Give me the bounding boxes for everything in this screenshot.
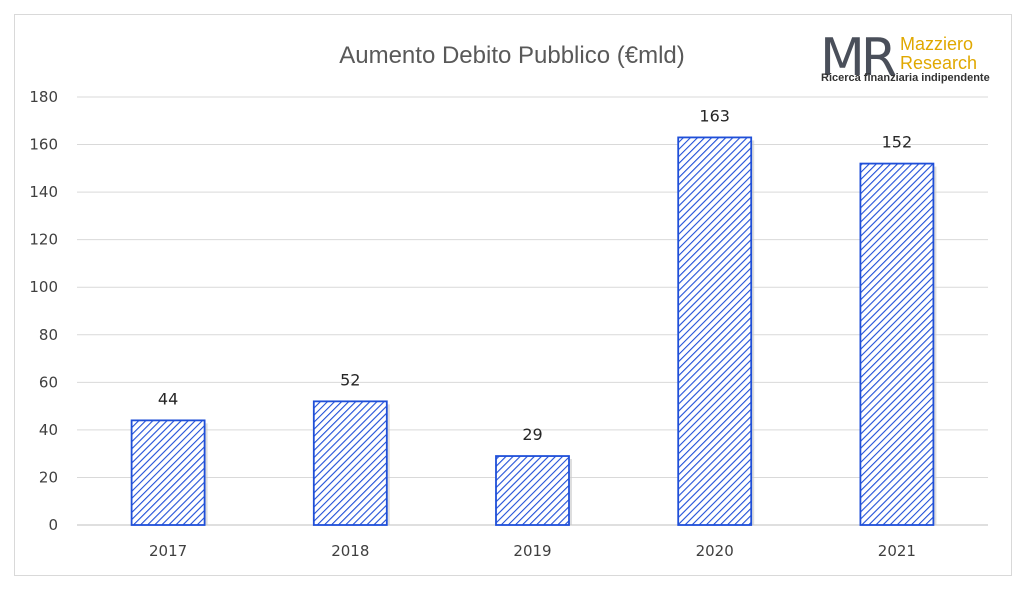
y-tick-label: 0 (48, 516, 58, 534)
x-axis: 2017 2018 2019 2020 2021 (149, 542, 916, 560)
data-label-2017: 44 (158, 389, 178, 408)
y-tick-label: 60 (39, 373, 58, 391)
y-tick-label: 160 (29, 136, 58, 154)
bar-2019 (495, 455, 570, 526)
x-tick-label: 2019 (513, 542, 551, 560)
logo-name-line2: Research (900, 53, 977, 73)
x-tick-label: 2020 (696, 542, 734, 560)
y-tick-label: 20 (39, 468, 58, 486)
y-tick-label: 180 (29, 88, 58, 106)
bar-2017 (130, 419, 206, 526)
bar-2020 (677, 136, 753, 526)
data-label-2020: 163 (699, 106, 730, 125)
y-tick-label: 140 (29, 183, 58, 201)
x-tick-label: 2018 (331, 542, 369, 560)
gridlines (77, 96, 988, 526)
x-tick-label: 2017 (149, 542, 187, 560)
y-tick-label: 120 (29, 231, 58, 249)
data-label-2021: 152 (882, 133, 913, 152)
x-tick-label: 2021 (878, 542, 916, 560)
logo-mark: MR (820, 28, 896, 88)
mazziero-research-logo: MR Mazziero Research Ricerca finanziaria… (820, 28, 990, 88)
logo-name-line1: Mazziero (900, 34, 973, 54)
y-tick-label: 100 (29, 278, 58, 296)
chart-title: Aumento Debito Pubblico (€mld) (339, 42, 685, 69)
y-tick-label: 80 (39, 326, 58, 344)
y-axis: 0 20 40 60 80 100 120 140 160 180 (29, 88, 58, 534)
y-tick-label: 40 (39, 421, 58, 439)
logo-tagline: Ricerca finanziaria indipendente (821, 72, 990, 84)
bar-2021 (859, 162, 935, 526)
bar-2018 (312, 400, 388, 526)
bars: 44 52 29 163 152 (130, 106, 937, 526)
data-label-2019: 29 (522, 425, 542, 444)
data-label-2018: 52 (340, 370, 360, 389)
